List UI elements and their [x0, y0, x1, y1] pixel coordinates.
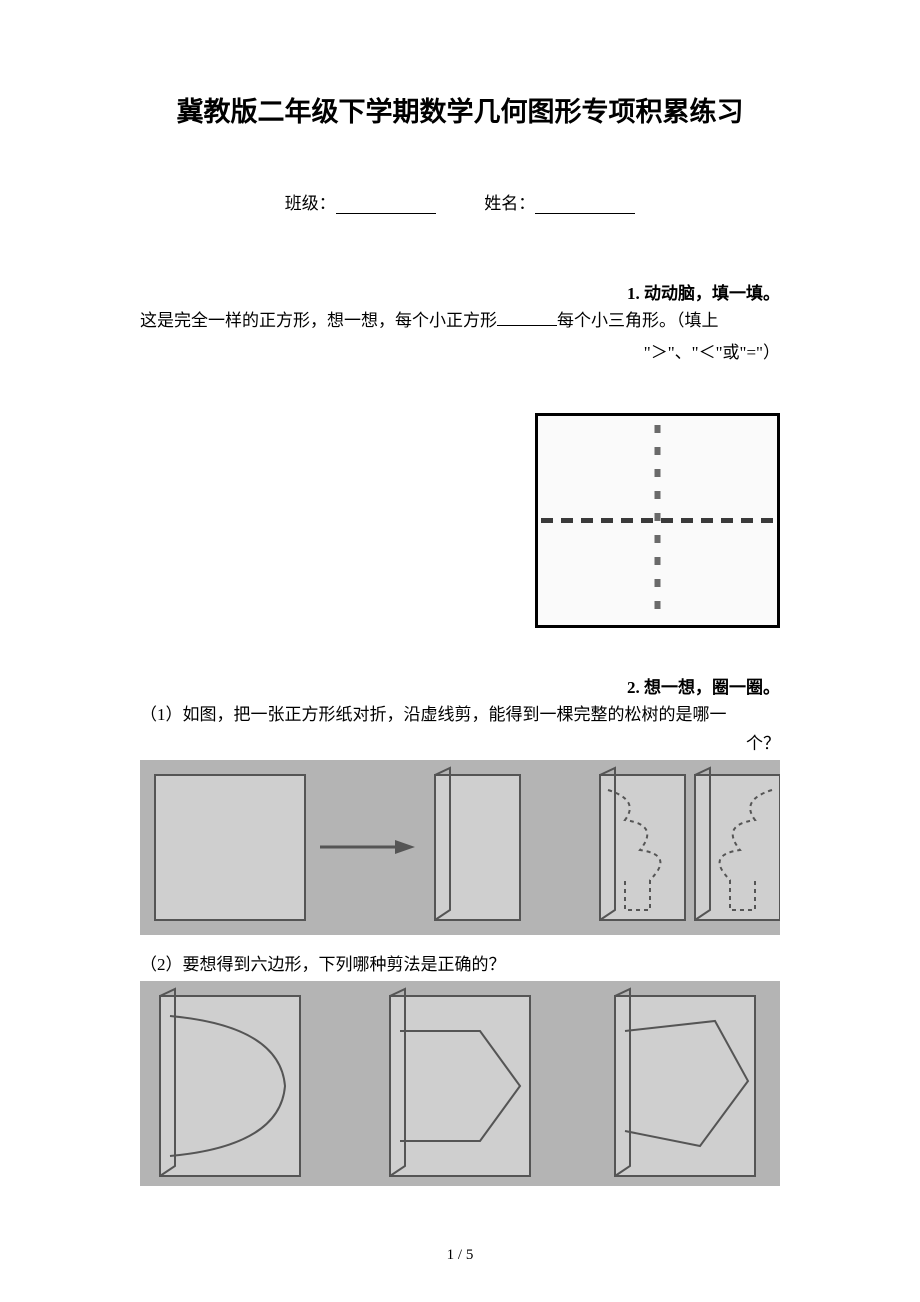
q2-figure-row-2: [140, 981, 780, 1186]
q1-header: 1. 动动脑，填一填。: [140, 279, 780, 304]
class-blank: [336, 196, 436, 214]
q1-text-post: 每个小三角形。（填上: [557, 311, 719, 330]
class-name-row: 班级： 姓名：: [140, 189, 780, 214]
q1-answer-blank: [497, 310, 557, 326]
q1-text-pre: 这是完全一样的正方形，想一想，每个小正方形: [140, 311, 497, 330]
q2-figure-row-1: [140, 760, 780, 935]
q2-sub2-text: （2）要想得到六边形，下列哪种剪法是正确的？: [140, 950, 780, 975]
q1-text: 这是完全一样的正方形，想一想，每个小正方形 每个小三角形。（填上: [140, 308, 780, 334]
name-label: 姓名：: [484, 194, 535, 213]
q2-sub1-text: （1）如图，把一张正方形纸对折，沿虚线剪，能得到一棵完整的松树的是哪一: [140, 702, 780, 728]
q2-sub1-end: 个？: [140, 729, 780, 754]
class-label: 班级：: [285, 194, 336, 213]
square-divided-figure: [535, 413, 780, 628]
q2-header: 2. 想一想，圈一圈。: [140, 673, 780, 698]
page-title: 冀教版二年级下学期数学几何图形专项积累练习: [140, 90, 780, 129]
page-number: 1 / 5: [0, 1247, 920, 1264]
name-blank: [535, 196, 635, 214]
q1-hint: "＞"、"＜"或"="）: [140, 338, 780, 363]
